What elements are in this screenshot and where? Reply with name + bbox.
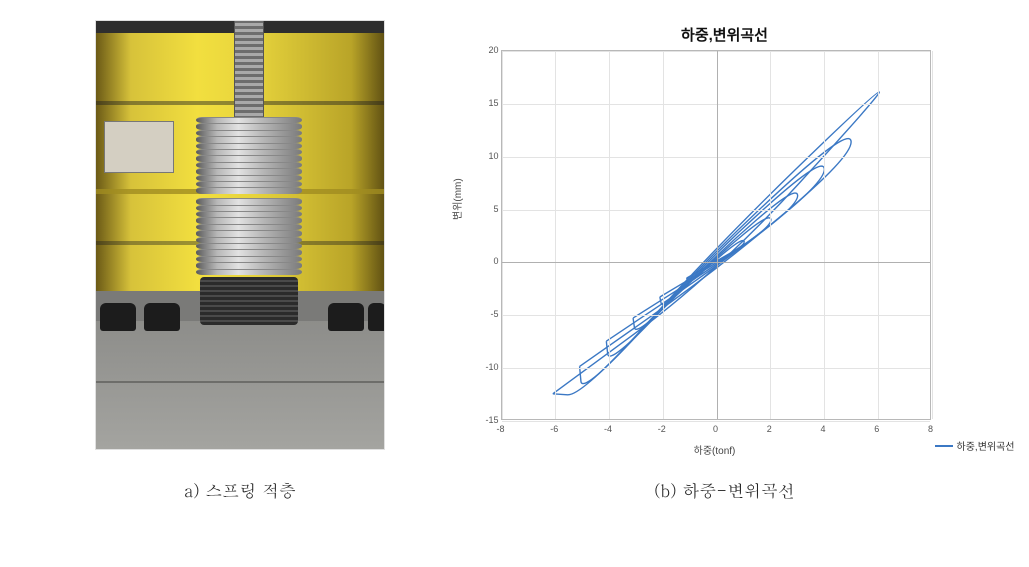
disc-spring bbox=[196, 123, 302, 129]
chart-xtick-label: -2 bbox=[658, 424, 666, 434]
chart-ytick-label: 0 bbox=[485, 256, 499, 266]
base-bolt bbox=[368, 303, 385, 331]
chart-gridline bbox=[502, 157, 930, 158]
left-panel: a) 스프링 적층 bbox=[0, 20, 420, 502]
chart-ylabel: 변위(mm) bbox=[449, 178, 464, 220]
chart-xtick-label: 0 bbox=[713, 424, 718, 434]
chart-curve-svg bbox=[502, 51, 930, 419]
left-caption: a) 스프링 적층 bbox=[184, 478, 296, 502]
disc-spring bbox=[196, 155, 302, 161]
disc-spring bbox=[196, 168, 302, 174]
chart-legend: 하중,변위곡선 bbox=[935, 438, 1015, 453]
chart-gridline bbox=[502, 210, 930, 211]
chart-axis bbox=[717, 51, 718, 419]
spring-stack-photo bbox=[95, 20, 385, 450]
chart-ytick-label: -10 bbox=[485, 362, 499, 372]
chart-gridline bbox=[502, 104, 930, 105]
figure-container: a) 스프링 적층 하중,변위곡선 하중(tonf) 변위(mm) 하중,변위곡… bbox=[0, 0, 1029, 567]
base-bolt bbox=[328, 303, 364, 331]
right-panel: 하중,변위곡선 하중(tonf) 변위(mm) 하중,변위곡선 -8 -6 -4 -2… bbox=[420, 20, 1029, 502]
chart-ytick-label: 10 bbox=[485, 151, 499, 161]
disc-spring bbox=[196, 249, 302, 255]
chart-xtick-label: -6 bbox=[550, 424, 558, 434]
floor bbox=[96, 321, 385, 450]
drum-sticker bbox=[104, 121, 174, 173]
chart-gridline bbox=[770, 51, 771, 419]
chart-gridline bbox=[502, 51, 503, 419]
chart-gridline bbox=[824, 51, 825, 419]
chart-xtick-label: -4 bbox=[604, 424, 612, 434]
disc-spring bbox=[196, 269, 302, 275]
chart-ytick-label: -5 bbox=[485, 309, 499, 319]
chart-gridline bbox=[502, 421, 930, 422]
load-displacement-chart: 하중,변위곡선 하중(tonf) 변위(mm) 하중,변위곡선 -8-6-4-2… bbox=[445, 20, 1005, 460]
chart-axis bbox=[502, 262, 930, 263]
disc-spring-stack bbox=[196, 117, 302, 325]
chart-title: 하중,변위곡선 bbox=[445, 24, 1005, 45]
chart-ytick-label: 15 bbox=[485, 98, 499, 108]
chart-xtick-label: 2 bbox=[767, 424, 772, 434]
chart-gridline bbox=[502, 51, 930, 52]
legend-swatch bbox=[935, 445, 953, 447]
chart-gridline bbox=[609, 51, 610, 419]
chart-gridline bbox=[502, 368, 930, 369]
chart-ytick-label: 5 bbox=[485, 204, 499, 214]
threaded-rod bbox=[234, 20, 264, 121]
chart-xtick-label: -8 bbox=[496, 424, 504, 434]
disc-spring bbox=[196, 198, 302, 204]
right-caption: (b) 하중-변위곡선 bbox=[654, 478, 795, 502]
chart-gridline bbox=[663, 51, 664, 419]
chart-ytick-label: 20 bbox=[485, 45, 499, 55]
base-bolt bbox=[100, 303, 136, 331]
disc-spring bbox=[196, 230, 302, 236]
chart-gridline bbox=[932, 51, 933, 419]
chart-plot-area bbox=[501, 50, 931, 420]
chart-xtick-label: 6 bbox=[874, 424, 879, 434]
disc-spring bbox=[196, 175, 302, 181]
chart-gridline bbox=[502, 315, 930, 316]
disc-spring bbox=[196, 143, 302, 149]
disc-spring bbox=[196, 217, 302, 223]
disc-spring bbox=[196, 136, 302, 142]
chart-xlabel: 하중(tonf) bbox=[445, 442, 985, 457]
floor-seam bbox=[96, 381, 385, 383]
chart-gridline bbox=[555, 51, 556, 419]
chart-xtick-label: 4 bbox=[820, 424, 825, 434]
base-bolt bbox=[144, 303, 180, 331]
disc-spring bbox=[196, 262, 302, 268]
chart-gridline bbox=[878, 51, 879, 419]
chart-xtick-label: 8 bbox=[928, 424, 933, 434]
legend-label: 하중,변위곡선 bbox=[957, 438, 1015, 453]
base-nut bbox=[200, 277, 298, 325]
chart-ytick-label: -15 bbox=[485, 415, 499, 425]
